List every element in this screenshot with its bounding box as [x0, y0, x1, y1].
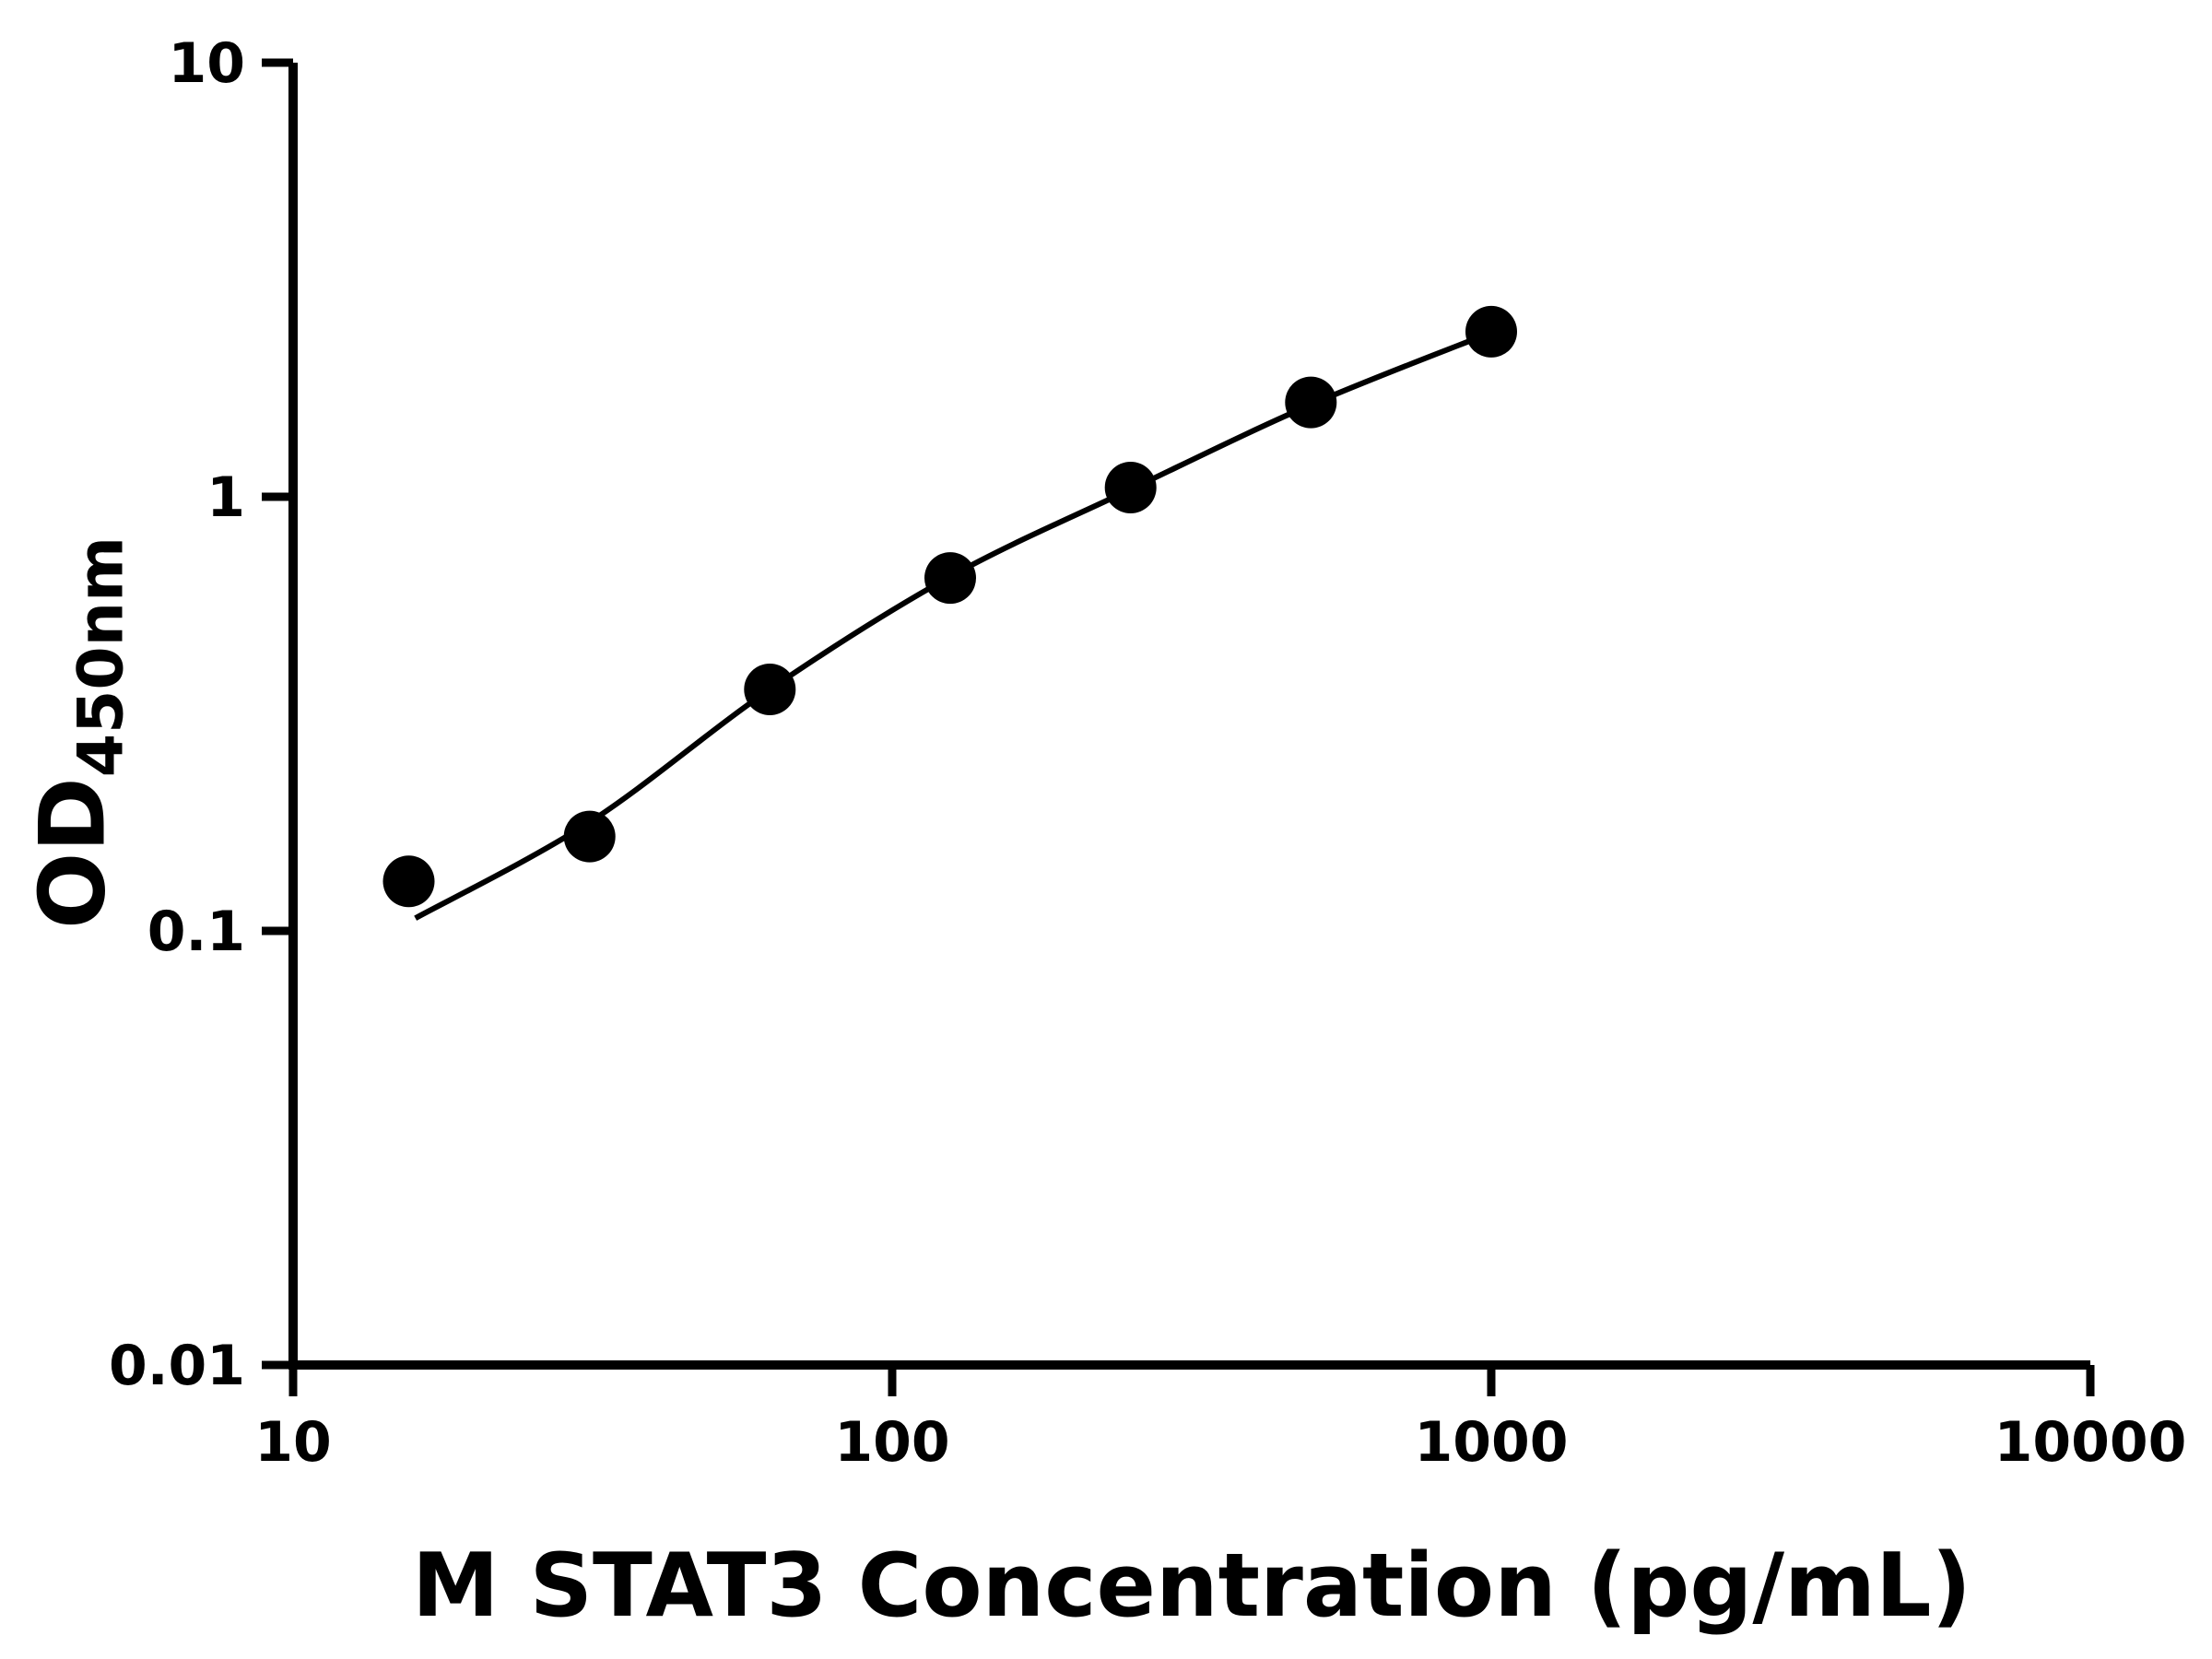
y-tick-label: 0.1 [147, 900, 245, 964]
x-axis-title: M STAT3 Concentration (pg/mL) [412, 1535, 1971, 1637]
data-point [563, 810, 616, 863]
data-point [744, 664, 796, 715]
y-axis-title-main: OD [20, 777, 126, 929]
y-tick-label: 1 [206, 465, 245, 530]
data-point [1285, 376, 1337, 429]
y-tick-label: 0.01 [109, 1334, 245, 1398]
y-axis-title: OD450nm [21, 536, 138, 929]
data-point [924, 552, 976, 605]
data-point [1104, 462, 1157, 513]
x-tick-label: 10 [254, 1410, 332, 1475]
x-tick-label: 1000 [1415, 1410, 1569, 1475]
y-tick-label: 10 [169, 31, 246, 96]
axes-spine [288, 63, 2090, 1370]
y-axis-title-subscript: 450nm [65, 536, 138, 778]
data-point [382, 855, 435, 908]
x-tick-label: 100 [834, 1410, 949, 1475]
x-tick-label: 10000 [1994, 1410, 2187, 1475]
data-point [1465, 305, 1517, 358]
